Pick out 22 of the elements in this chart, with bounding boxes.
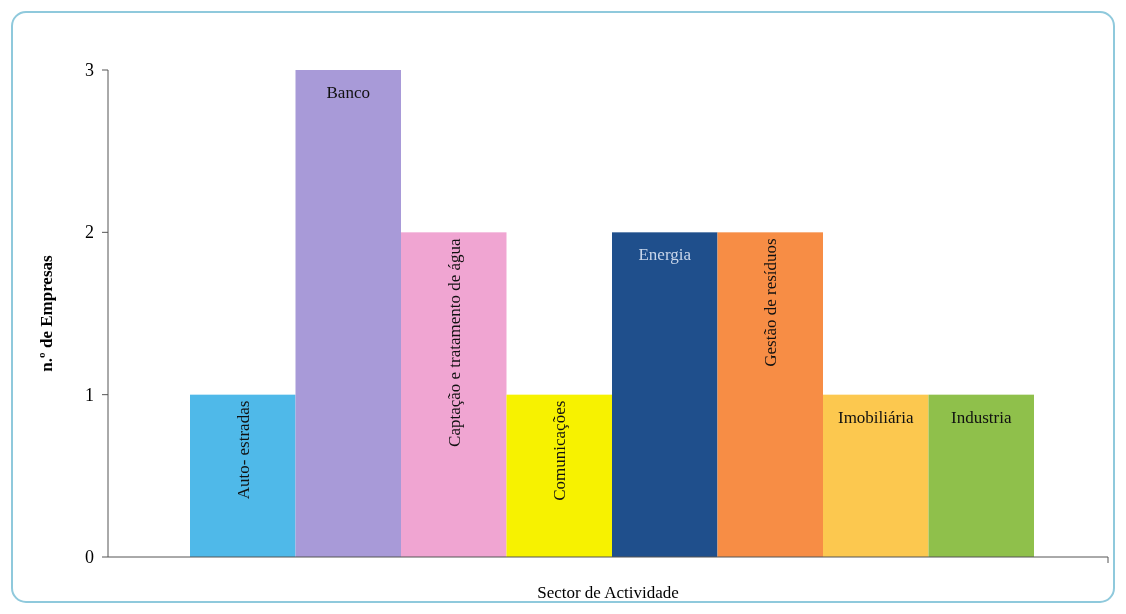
x-axis-title: Sector de Actividade <box>537 583 679 602</box>
bar <box>190 394 296 557</box>
x-tick-label: Banco <box>326 83 370 102</box>
bar <box>823 394 929 557</box>
x-tick-label: Gestão de resíduos <box>761 238 781 367</box>
x-tick-label: Captação e tratamento de água <box>444 237 464 447</box>
x-tick-label: Industria <box>951 407 1012 427</box>
bar <box>928 394 1034 557</box>
y-tick-label: 3 <box>85 60 94 80</box>
x-tick-label: Auto- estradas <box>233 400 253 500</box>
bar <box>295 70 401 557</box>
bar <box>401 232 507 557</box>
bar <box>612 232 718 557</box>
y-axis-title: n.º de Empresas <box>37 254 56 372</box>
x-tick-label: Energia <box>638 245 692 265</box>
y-tick-label: 2 <box>85 222 94 243</box>
bar <box>717 232 823 557</box>
bar <box>506 394 612 557</box>
x-tick-label: Imobiliária <box>837 407 914 427</box>
y-tick-label: 0 <box>85 547 94 567</box>
y-tick-label: 1 <box>85 384 94 405</box>
x-tick-label: Comunicações <box>550 400 570 501</box>
